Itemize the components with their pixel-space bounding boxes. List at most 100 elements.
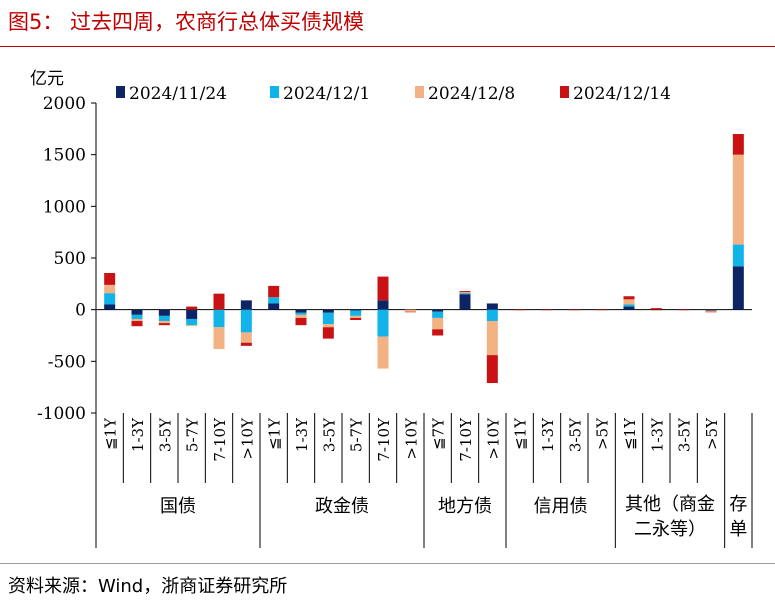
bar-3-5 [213,327,225,349]
bar-2-24 [732,244,744,267]
bar-2-6 [240,309,252,333]
x-tick-label: 5-7Y [348,417,366,452]
bar-1-3 [158,309,170,316]
group-label: 地方债 [438,496,492,517]
bar-3-6 [240,332,252,343]
group-label: 政金债 [315,496,369,517]
bar-4-10 [350,317,362,320]
bar-4-16 [514,309,526,310]
bar-4-24 [732,134,744,155]
bar-2-5 [213,309,225,328]
bar-1-18 [568,309,580,311]
bar-4-22 [678,309,690,310]
bar-2-10 [350,310,362,316]
legend-label-3: 2024/12/8 [428,84,515,104]
legend-swatch-1 [116,86,125,98]
bar-1-7 [268,303,280,310]
bar-4-5 [213,293,225,310]
bar-2-8 [295,312,307,315]
x-tick-label: 1-3Y [129,417,147,452]
x-tick-label: 5-7Y [184,417,202,452]
bar-1-16 [514,309,526,311]
x-tick-label: 7-10Y [211,417,229,462]
x-tick-label: ≦1Y [266,417,284,450]
bar-1-13 [432,309,444,312]
bar-3-14 [459,292,471,294]
x-tick-label: ≦7Y [430,417,448,450]
bar-3-11 [377,336,389,369]
bar-1-17 [541,309,553,311]
bar-1-11 [377,300,389,310]
x-tick-label: 7-10Y [375,417,393,462]
bar-4-1 [104,272,116,285]
bar-4-7 [268,285,280,298]
x-tick-label: 3-5Y [320,417,338,452]
title-rule [0,46,775,47]
bar-3-19 [596,310,608,311]
bar-4-20 [623,296,635,300]
legend-swatch-3 [415,86,424,98]
group-label: 二永等） [634,519,706,540]
bar-1-4 [186,309,198,319]
stacked-bar-chart: -1000 -500 0 500 1000 1500 2000 亿元 ≦1Y 1-3Y 3-5Y 5-… [30,69,753,548]
bar-4-13 [432,329,444,336]
bar-3-9 [322,324,334,328]
bar-1-24 [732,266,744,310]
legend-swatch-4 [560,86,569,98]
y-tick-label: -500 [48,352,86,372]
bar-3-13 [432,317,444,330]
x-tick-label: 1-3Y [648,417,666,452]
bar-3-17 [541,310,553,311]
y-tick-label: 1000 [43,197,86,217]
group-label: 其他（商金 [625,494,715,515]
bar-1-22 [678,309,690,311]
bar-1-1 [104,304,116,310]
bar-4-19 [596,309,608,310]
group-label: 信用债 [534,496,588,517]
bar-4-12 [404,311,416,313]
bar-3-22 [678,310,690,311]
source-rule [0,563,775,564]
x-tick-label: >5Y [703,417,721,450]
x-tick-label: 1-3Y [293,417,311,452]
x-tick-label: ≦1Y [621,417,639,450]
x-tick-label: 3-5Y [156,417,174,452]
bar-4-11 [377,276,389,301]
bar-2-2 [131,314,143,319]
bar-3-20 [623,299,635,305]
bar-4-9 [322,327,334,339]
bar-1-14 [459,294,471,310]
bar-2-11 [377,309,389,337]
x-tick-label: >10Y [238,417,256,460]
bar-2-13 [432,311,444,318]
bar-3-3 [158,321,170,324]
bar-1-9 [322,309,334,313]
y-tick-label: -1000 [37,404,86,424]
bar-2-14 [459,293,471,295]
group-label: 单 [729,519,747,540]
x-tick-label: 7-10Y [457,417,475,462]
bar-4-4 [186,306,198,310]
bar-3-4 [186,325,198,327]
legend-label-1: 2024/11/24 [129,84,227,104]
bar-4-18 [568,309,580,310]
bar-1-2 [131,309,143,315]
bar-3-24 [732,154,744,245]
bar-2-15 [486,309,498,322]
legend-swatch-2 [270,86,279,98]
y-tick-label: 0 [75,301,86,321]
x-tick-label: ≦1Y [512,417,530,450]
bar-3-18 [568,310,580,311]
bar-3-15 [486,321,498,356]
bar-3-21 [650,310,662,311]
bar-2-1 [104,293,116,305]
bar-4-3 [158,323,170,326]
bar-3-12 [404,309,416,312]
legend-label-2: 2024/12/1 [283,84,370,104]
y-tick-label: 500 [54,249,86,269]
y-axis-label: 亿元 [30,69,64,89]
bar-4-15 [486,355,498,384]
source-note: 资料来源：Wind，浙商证券研究所 [8,576,288,597]
bar-4-23 [705,311,717,313]
bar-4-2 [131,321,143,327]
